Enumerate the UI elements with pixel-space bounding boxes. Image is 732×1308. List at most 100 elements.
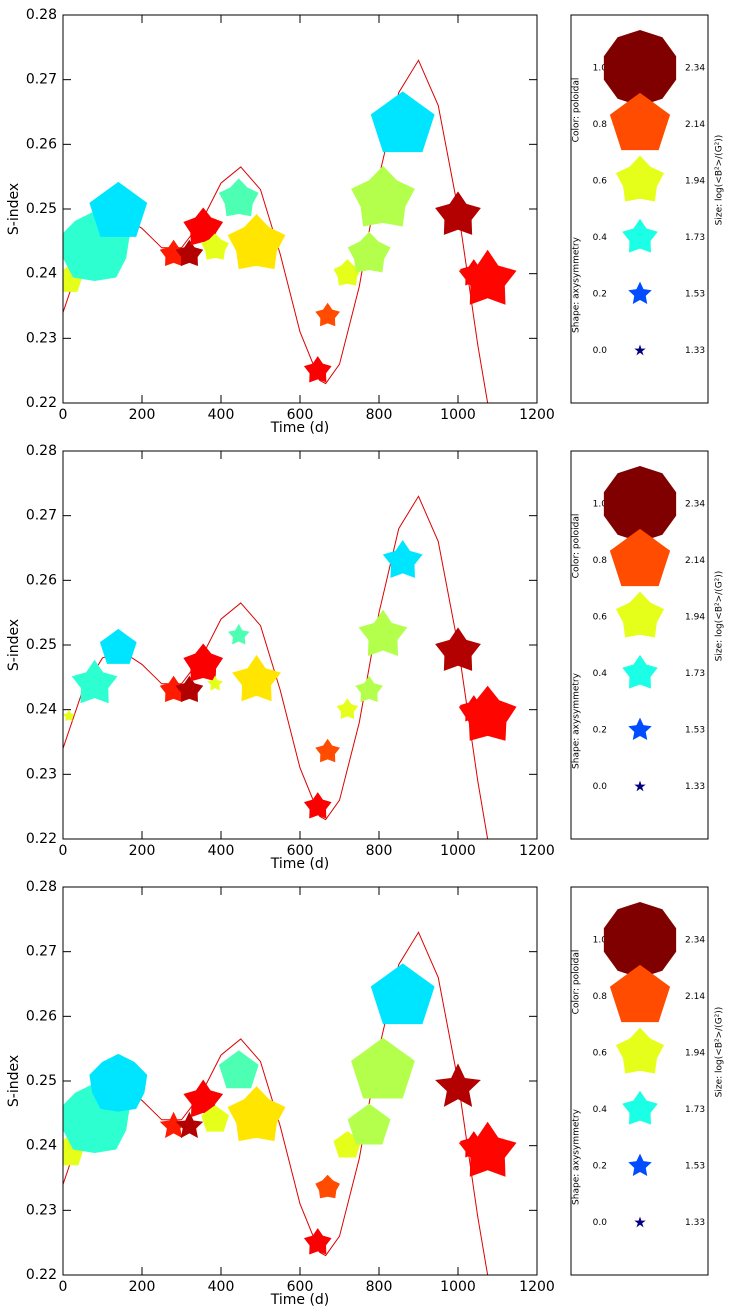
marker xyxy=(218,1050,259,1089)
legend-marker xyxy=(628,281,652,304)
y-tick-label: 0.23 xyxy=(26,766,57,782)
marker xyxy=(175,239,204,267)
legend-color-title: Color: poloidal xyxy=(572,78,582,143)
marker xyxy=(458,685,517,741)
marker xyxy=(458,249,517,305)
x-tick-label: 400 xyxy=(208,843,235,859)
x-tick-label: 1200 xyxy=(519,407,555,423)
legend-marker xyxy=(615,591,665,638)
legend-size-title: Size: log(<B²>/(G²)) xyxy=(715,1007,725,1098)
x-tick-label: 800 xyxy=(366,1279,393,1295)
points xyxy=(63,931,517,1275)
y-tick-label: 0.26 xyxy=(26,136,57,152)
y-tick-label: 0.28 xyxy=(26,7,57,23)
legend-level-label: 1.0 xyxy=(593,936,608,946)
y-axis-title: S-index xyxy=(6,183,22,235)
marker xyxy=(435,1063,481,1107)
marker xyxy=(435,627,481,671)
marker xyxy=(370,963,435,1025)
x-axis-title: Time (d) xyxy=(270,1292,330,1308)
legend-marker xyxy=(634,1216,646,1228)
legend-marker xyxy=(609,964,671,1023)
y-tick-label: 0.26 xyxy=(26,572,57,588)
legend-level-label: 0.0 xyxy=(593,346,608,356)
legend-marker xyxy=(622,1090,658,1125)
legend-size-label: 2.34 xyxy=(685,936,705,946)
legend-marker xyxy=(609,528,671,587)
legend-marker xyxy=(622,218,658,253)
legend-size-title: Size: log(<B²>/(G²)) xyxy=(715,135,725,226)
x-tick-label: 0 xyxy=(59,843,68,859)
y-tick-label: 0.27 xyxy=(26,508,57,524)
marker xyxy=(351,1037,415,1099)
y-tick-label: 0.28 xyxy=(26,443,57,459)
plot-frame xyxy=(62,450,538,840)
marker xyxy=(315,1174,340,1199)
x-tick-label: 600 xyxy=(287,843,314,859)
x-axis-title: Time (d) xyxy=(270,420,330,436)
marker xyxy=(370,91,435,153)
legend-marker xyxy=(634,780,646,792)
marker xyxy=(89,1053,148,1112)
legend-level-label: 0.8 xyxy=(593,992,608,1002)
y-axis-title: S-index xyxy=(6,619,22,671)
legend-size-label: 2.14 xyxy=(685,992,705,1002)
marker xyxy=(63,710,75,721)
y-tick-label: 0.24 xyxy=(26,1138,57,1154)
marker xyxy=(435,191,481,235)
marker xyxy=(358,609,408,657)
legend-level-label: 1.0 xyxy=(593,500,608,510)
marker xyxy=(207,675,223,691)
marker xyxy=(347,1103,391,1145)
marker xyxy=(351,165,415,227)
marker xyxy=(336,698,359,719)
legend-level-label: 0.6 xyxy=(593,613,608,623)
x-tick-label: 400 xyxy=(208,407,235,423)
legend-shape-title: Shape: axysymmetry xyxy=(572,672,582,769)
legend-size-label: 1.94 xyxy=(685,613,705,623)
marker xyxy=(218,178,259,217)
plot-frame xyxy=(62,14,538,404)
marker xyxy=(232,654,281,702)
x-tick-label: 400 xyxy=(208,1279,235,1295)
y-tick-label: 0.22 xyxy=(26,831,57,847)
marker xyxy=(382,540,423,578)
legend-size-label: 1.94 xyxy=(685,1049,705,1059)
marker xyxy=(201,1105,229,1132)
y-tick-label: 0.25 xyxy=(26,201,57,217)
legend-level-label: 0.8 xyxy=(593,120,608,130)
marker xyxy=(303,1228,332,1255)
marker xyxy=(159,239,188,267)
marker xyxy=(183,643,224,682)
legend-level-label: 0.2 xyxy=(593,290,607,300)
legend-size-label: 2.34 xyxy=(685,500,705,510)
x-tick-label: 200 xyxy=(129,843,156,859)
marker xyxy=(175,675,204,703)
x-tick-label: 800 xyxy=(366,407,393,423)
legend-size-label: 1.53 xyxy=(685,726,705,736)
marker xyxy=(315,302,340,327)
legend-box xyxy=(570,450,709,840)
legend-size-label: 1.33 xyxy=(685,1218,705,1228)
legend-level-label: 0.8 xyxy=(593,556,608,566)
legend-shape-title: Shape: axysymmetry xyxy=(572,236,582,333)
plot-frame xyxy=(62,886,538,1276)
legend-marker xyxy=(615,1027,665,1074)
y-tick-label: 0.22 xyxy=(26,395,57,411)
y-tick-label: 0.25 xyxy=(26,1073,57,1089)
x-tick-label: 1000 xyxy=(440,1279,476,1295)
marker xyxy=(227,623,250,645)
y-tick-label: 0.24 xyxy=(26,702,57,718)
y-tick-label: 0.27 xyxy=(26,944,57,960)
legend-level-label: 0.4 xyxy=(593,1105,608,1115)
legend-size-label: 1.53 xyxy=(685,1162,705,1172)
x-axis-title: Time (d) xyxy=(270,856,330,872)
marker xyxy=(227,1086,286,1142)
legend-marker xyxy=(609,92,671,151)
legend-marker xyxy=(628,1153,652,1176)
marker xyxy=(71,659,118,704)
legend-box xyxy=(570,886,709,1276)
x-tick-label: 1000 xyxy=(440,407,476,423)
legend-level-label: 0.4 xyxy=(593,669,608,679)
